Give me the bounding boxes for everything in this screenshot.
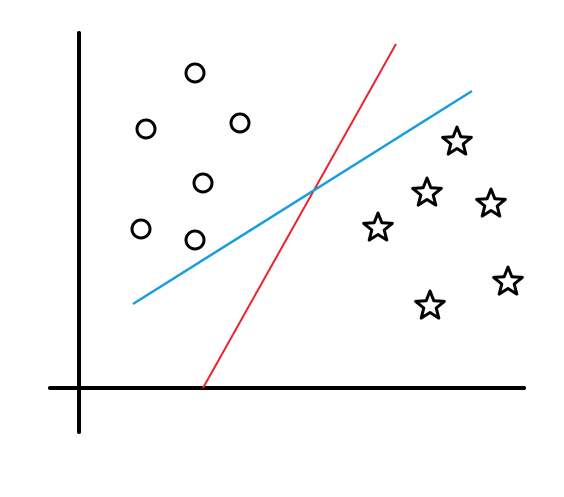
circle-marker xyxy=(184,229,206,251)
star-marker xyxy=(414,289,446,320)
circle-marker xyxy=(184,62,206,84)
circle-class-group xyxy=(130,62,251,251)
circle-marker xyxy=(192,172,214,194)
star-class-group xyxy=(362,125,524,320)
star-marker xyxy=(362,211,394,242)
circle-marker xyxy=(135,118,157,140)
star-marker xyxy=(411,176,443,207)
star-marker xyxy=(475,187,507,218)
star-marker xyxy=(492,265,524,296)
circle-marker xyxy=(229,112,251,134)
red-decision-boundary xyxy=(202,43,397,389)
blue-decision-boundary xyxy=(132,89,473,306)
star-marker xyxy=(441,125,473,156)
circle-marker xyxy=(130,218,152,240)
